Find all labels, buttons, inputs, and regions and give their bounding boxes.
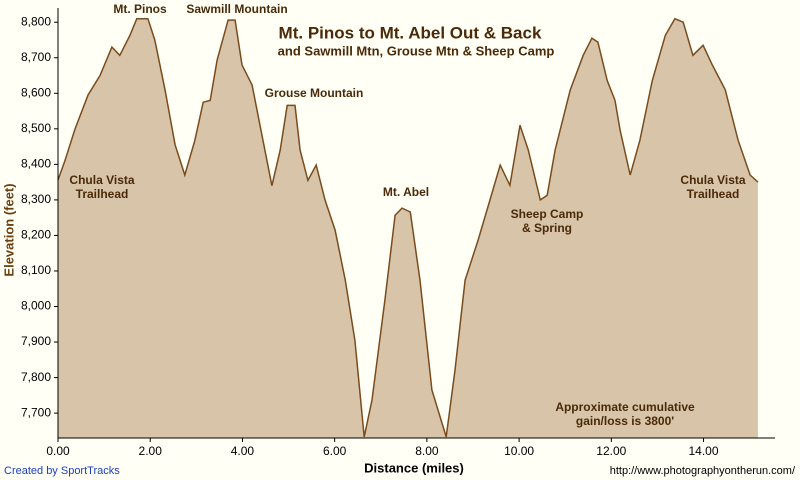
annotation: & Spring [522,221,572,235]
y-tick-label: 8,200 [21,228,51,242]
x-tick-label: 6.00 [323,444,347,458]
area-line [57,17,759,438]
credit-link[interactable]: Created by SportTracks [4,465,120,477]
y-tick-label: 7,900 [21,334,51,348]
y-tick-label: 8,500 [21,121,51,135]
y-tick-label: 7,700 [21,405,51,419]
y-tick-label: 8,000 [21,299,51,313]
annotation: Chula Vista [69,173,134,187]
annotation: Trailhead [76,187,129,201]
y-tick-label: 8,600 [21,85,51,99]
x-tick-label: 8.00 [415,444,439,458]
x-tick-label: 14.00 [689,444,719,458]
annotation: Sheep Camp [511,207,584,221]
y-tick-label: 8,800 [21,14,51,28]
chart-subtitle: and Sawmill Mtn, Grouse Mtn & Sheep Camp [278,43,555,58]
annotation: Approximate cumulative [555,400,695,414]
y-tick-label: 8,700 [21,50,51,64]
chart-title: Mt. Pinos to Mt. Abel Out & Back [279,23,542,42]
annotation: Grouse Mountain [265,86,364,100]
x-tick-label: 10.00 [504,444,534,458]
source-url[interactable]: http://www.photographyontherun.com/ [610,465,796,477]
x-tick-label: 12.00 [596,444,626,458]
y-tick-label: 8,400 [21,157,51,171]
area-fill [58,18,758,438]
annotation: Trailhead [687,187,740,201]
y-axis-label: Elevation (feet) [1,183,16,276]
x-axis-label: Distance (miles) [364,460,464,475]
annotation: Sawmill Mountain [186,2,287,16]
y-tick-label: 7,800 [21,370,51,384]
annotation: Chula Vista [680,173,745,187]
x-tick-label: 0.00 [46,444,70,458]
y-tick-label: 8,300 [21,192,51,206]
annotation: gain/loss is 3800' [576,414,674,428]
annotation: Mt. Pinos [113,2,167,16]
x-tick-label: 2.00 [139,444,163,458]
x-tick-label: 4.00 [231,444,255,458]
annotation: Mt. Abel [383,185,429,199]
y-tick-label: 8,100 [21,263,51,277]
